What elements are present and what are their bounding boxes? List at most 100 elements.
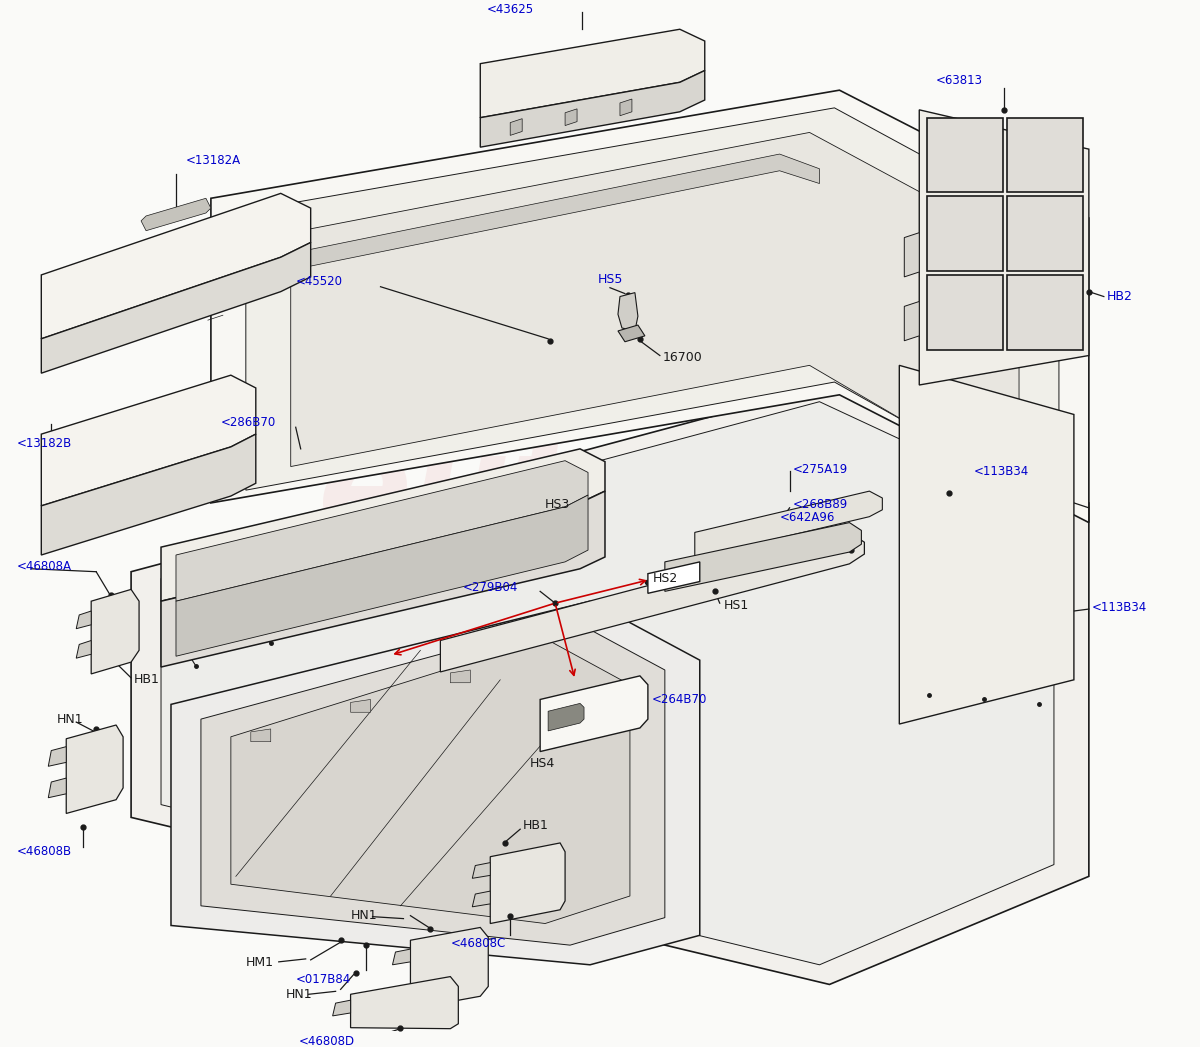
Polygon shape <box>450 670 470 683</box>
Polygon shape <box>618 292 638 331</box>
Polygon shape <box>928 275 1003 350</box>
Bar <box>863 533 911 572</box>
Bar <box>911 572 959 611</box>
Polygon shape <box>410 928 488 1009</box>
Bar <box>863 453 911 493</box>
Text: <264B70: <264B70 <box>652 693 707 706</box>
Bar <box>816 415 863 453</box>
Polygon shape <box>41 243 311 373</box>
Polygon shape <box>290 132 1019 488</box>
Polygon shape <box>480 70 704 148</box>
Text: <279B04: <279B04 <box>462 581 517 594</box>
Bar <box>768 533 816 572</box>
Polygon shape <box>77 641 91 659</box>
Polygon shape <box>41 375 256 506</box>
Polygon shape <box>1007 117 1082 193</box>
Polygon shape <box>480 29 704 117</box>
Text: <46808B: <46808B <box>17 845 72 859</box>
Polygon shape <box>1007 196 1082 271</box>
Polygon shape <box>131 385 1088 984</box>
Text: <268B89: <268B89 <box>792 498 848 511</box>
Polygon shape <box>211 90 1088 522</box>
Polygon shape <box>251 729 271 741</box>
Polygon shape <box>142 198 211 230</box>
Text: <46808A: <46808A <box>17 560 71 574</box>
Polygon shape <box>473 891 491 907</box>
Polygon shape <box>230 639 630 923</box>
Polygon shape <box>170 601 700 964</box>
Text: <63813: <63813 <box>936 74 983 87</box>
Polygon shape <box>665 522 862 592</box>
Bar <box>816 572 863 611</box>
Polygon shape <box>350 977 458 1028</box>
Polygon shape <box>905 232 919 276</box>
Text: <45520: <45520 <box>295 275 343 288</box>
Polygon shape <box>565 109 577 126</box>
Polygon shape <box>620 99 632 116</box>
Bar <box>720 572 768 611</box>
Polygon shape <box>48 778 66 798</box>
Polygon shape <box>540 676 648 752</box>
Polygon shape <box>440 533 864 672</box>
Polygon shape <box>491 843 565 923</box>
Polygon shape <box>77 611 91 628</box>
Text: HB1: HB1 <box>523 819 550 831</box>
Text: <017B84: <017B84 <box>295 973 350 986</box>
Polygon shape <box>41 435 256 555</box>
Polygon shape <box>176 495 588 656</box>
Polygon shape <box>48 747 66 766</box>
Text: HN1: HN1 <box>350 909 377 922</box>
Polygon shape <box>928 196 1003 271</box>
Text: <46808D: <46808D <box>299 1034 355 1047</box>
Polygon shape <box>161 491 605 667</box>
Bar <box>768 453 816 493</box>
Text: HM1: HM1 <box>246 956 274 970</box>
Text: <13182A: <13182A <box>186 154 241 168</box>
Text: HN1: HN1 <box>286 987 312 1001</box>
Polygon shape <box>618 325 644 341</box>
Bar <box>816 493 863 533</box>
Text: <113B34: <113B34 <box>974 465 1030 478</box>
Text: <642A96: <642A96 <box>780 511 835 525</box>
Text: 16700: 16700 <box>662 351 703 364</box>
Polygon shape <box>200 619 665 945</box>
Text: HS5: HS5 <box>598 273 623 286</box>
Polygon shape <box>1007 275 1082 350</box>
Text: <286B70: <286B70 <box>221 416 276 429</box>
Text: HS3: HS3 <box>545 498 570 511</box>
Text: HS2: HS2 <box>653 572 678 585</box>
Polygon shape <box>648 562 700 594</box>
Polygon shape <box>161 449 605 601</box>
Polygon shape <box>919 110 1088 385</box>
Polygon shape <box>473 863 491 878</box>
Bar <box>720 415 768 453</box>
Polygon shape <box>928 117 1003 193</box>
Polygon shape <box>905 302 919 340</box>
Polygon shape <box>548 704 584 731</box>
Polygon shape <box>161 402 1054 964</box>
Polygon shape <box>246 108 1058 508</box>
Polygon shape <box>176 461 588 601</box>
Polygon shape <box>66 725 124 814</box>
Bar <box>720 493 768 533</box>
Polygon shape <box>311 154 820 266</box>
Text: <275A19: <275A19 <box>792 463 848 476</box>
Polygon shape <box>41 194 311 339</box>
Polygon shape <box>392 949 410 964</box>
Polygon shape <box>91 589 139 674</box>
Text: <46808C: <46808C <box>450 937 505 950</box>
Text: HS4: HS4 <box>530 757 556 770</box>
Bar <box>911 493 959 533</box>
Text: <43625: <43625 <box>487 3 534 16</box>
Text: <13182B: <13182B <box>17 438 72 450</box>
Polygon shape <box>510 118 522 135</box>
Text: HB1: HB1 <box>134 673 160 687</box>
Polygon shape <box>350 699 371 712</box>
Polygon shape <box>332 1000 350 1016</box>
Polygon shape <box>695 491 882 558</box>
Text: eutoria: eutoria <box>318 425 882 560</box>
Text: HN1: HN1 <box>56 713 83 726</box>
Polygon shape <box>899 365 1074 725</box>
Bar <box>911 415 959 453</box>
Text: HB2: HB2 <box>1106 290 1133 303</box>
